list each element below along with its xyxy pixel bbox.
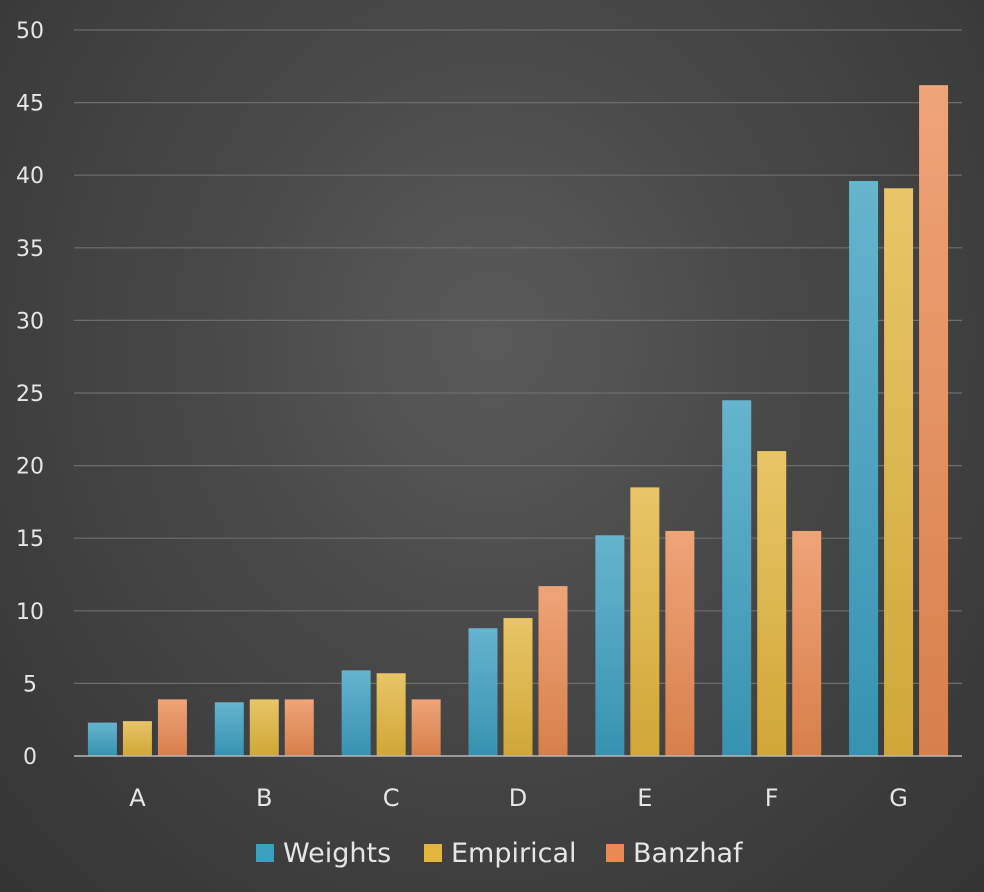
x-tick-label: C [383, 784, 400, 812]
bar-empirical-a [122, 721, 152, 756]
legend-label: Weights [283, 838, 391, 869]
y-tick-label: 15 [16, 527, 44, 552]
y-tick-label: 25 [16, 382, 44, 407]
bar-weights-f [722, 400, 752, 756]
x-tick-label: B [256, 784, 272, 812]
y-tick-label: 40 [16, 164, 44, 189]
y-axis-ticks: 0 5 10 15 20 25 30 35 40 45 50 [16, 19, 44, 770]
bar-weights-d [468, 628, 498, 756]
bar-banzhaf-d [538, 586, 568, 756]
gridlines [74, 29, 962, 685]
bar-weights-b [214, 702, 244, 756]
bar-weights-a [87, 722, 117, 756]
x-tick-label: E [637, 784, 652, 812]
legend-label: Empirical [451, 838, 577, 869]
bar-banzhaf-f [792, 530, 822, 756]
x-axis-ticks: A B C D E F G [129, 784, 908, 812]
y-tick-label: 30 [16, 309, 44, 334]
y-tick-label: 0 [23, 745, 37, 770]
y-tick-label: 10 [16, 600, 44, 625]
bar-banzhaf-a [157, 699, 187, 756]
bar-empirical-d [503, 618, 533, 756]
x-tick-label: F [765, 784, 779, 812]
y-tick-label: 5 [23, 672, 37, 697]
legend-item: Empirical [424, 838, 577, 869]
x-tick-label: G [889, 784, 908, 812]
legend-item: Weights [256, 838, 391, 869]
legend-swatch [606, 844, 624, 862]
bar-empirical-f [757, 451, 787, 756]
bar-weights-g [849, 181, 879, 756]
bar-banzhaf-b [284, 699, 314, 756]
legend-item: Banzhaf [606, 838, 744, 869]
bars [87, 85, 949, 756]
x-tick-label: D [509, 784, 527, 812]
bar-empirical-c [376, 673, 406, 756]
bar-weights-e [595, 535, 625, 756]
y-tick-label: 50 [16, 19, 44, 44]
y-tick-label: 35 [16, 237, 44, 262]
legend-swatch [256, 844, 274, 862]
bar-empirical-g [884, 188, 914, 756]
legend-label: Banzhaf [633, 838, 744, 869]
x-tick-label: A [129, 784, 146, 812]
bar-empirical-e [630, 487, 660, 756]
y-tick-label: 45 [16, 92, 44, 117]
bar-empirical-b [249, 699, 279, 756]
bar-weights-c [341, 670, 371, 756]
legend-swatch [424, 844, 442, 862]
legend: Weights Empirical Banzhaf [256, 838, 744, 869]
bar-banzhaf-e [665, 530, 695, 756]
bar-banzhaf-c [411, 699, 441, 756]
y-tick-label: 20 [16, 455, 44, 480]
bar-banzhaf-g [919, 85, 949, 756]
